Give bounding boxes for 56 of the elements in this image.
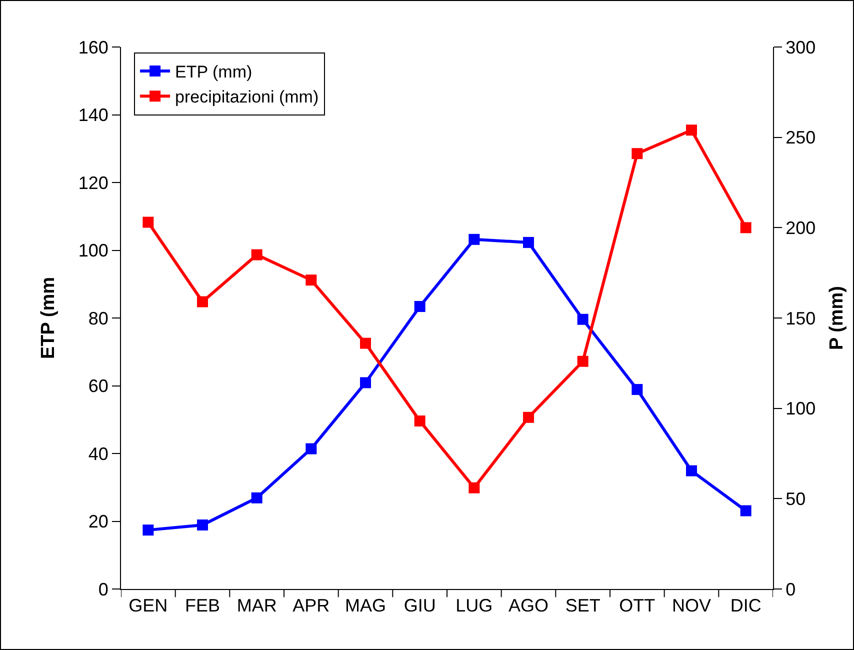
point: [523, 236, 534, 248]
x-tick-label: OTT: [619, 596, 656, 616]
point: [523, 412, 534, 423]
y-axis-title: ETP (mm: [38, 276, 60, 360]
y-tick-label: 100: [78, 240, 108, 261]
point: [142, 524, 154, 536]
x-tick-label: MAR: [236, 596, 277, 616]
x-tick-label: DIC: [730, 596, 762, 616]
y2-tick-label: 150: [786, 308, 816, 328]
x-tick-label: GEN: [128, 596, 168, 616]
y-tick-label: 140: [78, 105, 108, 126]
point: [632, 148, 643, 160]
y2-tick-label: 0: [786, 579, 796, 600]
point: [142, 216, 154, 228]
y2-tick-label: 250: [786, 128, 816, 148]
y-tick-label: 60: [88, 376, 108, 396]
y2-axis-title: P (mm): [826, 286, 848, 350]
point: [632, 384, 643, 395]
point: [251, 492, 262, 504]
point: [251, 249, 262, 260]
point: [306, 443, 317, 454]
x-tick-label: SET: [565, 596, 600, 616]
point: [360, 338, 371, 349]
point: [468, 482, 480, 494]
point: [360, 377, 371, 388]
point: [577, 356, 588, 367]
y-tick-label: 80: [88, 308, 108, 328]
point: [740, 505, 752, 516]
x-tick-label: NOV: [672, 596, 712, 616]
y-tick-label: 120: [78, 172, 108, 193]
y-tick-label: 40: [88, 444, 108, 464]
y-tick-label: 0: [98, 579, 108, 600]
legend-label: ETP (mm): [175, 62, 252, 82]
x-tick-label: AGO: [508, 596, 549, 616]
x-tick-label: GIU: [404, 596, 436, 616]
point: [414, 415, 426, 426]
point: [197, 296, 208, 308]
point: [468, 234, 480, 245]
x-tick-label: APR: [292, 596, 330, 616]
point: [686, 124, 697, 136]
point: [740, 222, 752, 234]
point: [577, 314, 588, 325]
point: [686, 465, 697, 476]
point: [306, 274, 317, 286]
y2-tick-label: 50: [786, 488, 806, 509]
y2-tick-label: 100: [786, 398, 816, 419]
y-tick-label: 20: [88, 512, 108, 532]
x-tick-label: FEB: [184, 596, 220, 616]
y2-tick-label: 200: [786, 218, 816, 238]
legend-label: precipitazioni (mm): [175, 88, 319, 107]
x-tick-label: LUG: [456, 596, 493, 616]
y-tick-label: 160: [78, 37, 108, 58]
point: [197, 519, 208, 530]
x-tick-label: MAG: [344, 596, 386, 616]
point: [414, 300, 426, 312]
y2-tick-label: 300: [786, 37, 816, 58]
